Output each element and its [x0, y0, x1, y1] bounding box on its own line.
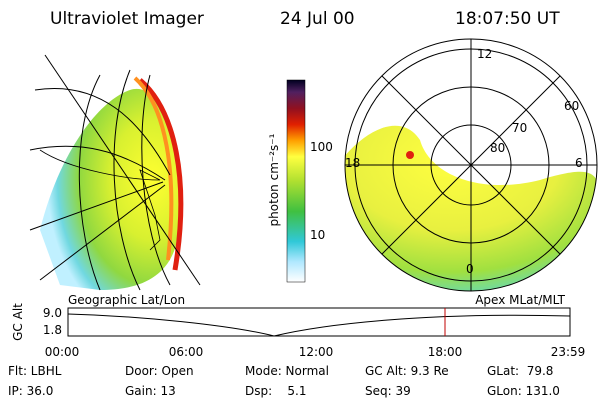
- aurora-oval: [138, 78, 184, 271]
- info-field: IP: 36.0: [8, 384, 53, 398]
- time: 18:07:50 UT: [455, 9, 560, 29]
- coastline: [39, 149, 161, 251]
- mlat-label: 80: [490, 141, 505, 155]
- info-field: GC Alt: 9.3 Re: [365, 364, 449, 378]
- map-caption: Apex MLat/MLT: [475, 293, 565, 307]
- colorbar-label: photon cm⁻²s⁻¹: [267, 133, 281, 226]
- polar-plot: 12 18 6 0 60 70 80: [344, 38, 598, 292]
- altitude-axis-label: GC Alt: [11, 303, 25, 341]
- aurora-oval: [133, 76, 174, 261]
- time-label: 00:00: [45, 345, 80, 359]
- info-field: Seq: 39: [365, 384, 411, 398]
- instrument-title: Ultraviolet Imager: [50, 9, 204, 29]
- date: 24 Jul 00: [280, 9, 355, 29]
- info-field: Mode: Normal: [245, 364, 329, 378]
- mlt-label: 0: [466, 262, 474, 276]
- info-field: Door: Open: [125, 364, 194, 378]
- mlt-label: 18: [345, 156, 360, 170]
- altitude-curve: [67, 313, 571, 337]
- info-field: Gain: 13: [125, 384, 176, 398]
- mlt-label: 12: [477, 47, 492, 61]
- mlt-label: 6: [575, 156, 583, 170]
- geographic-map: [29, 54, 201, 291]
- info-panel: Flt: LBHL Door: Open Mode: Normal GC Alt: 9…: [8, 364, 560, 398]
- bright-spot: [406, 151, 414, 159]
- colorbar: [286, 79, 306, 283]
- altitude-frame: [67, 307, 571, 337]
- info-field: GLat: 79.8: [487, 364, 553, 378]
- meridian: [78, 74, 101, 291]
- altitude-tick: 9.0: [43, 306, 62, 320]
- info-field: GLon: 131.0: [487, 384, 560, 398]
- aurora-image: [345, 125, 597, 291]
- info-field: Dsp: 5.1: [245, 384, 307, 398]
- time-label: 12:00: [299, 345, 334, 359]
- time-label: 18:00: [428, 345, 463, 359]
- colorbar-tick: 100: [310, 140, 333, 154]
- colorbar-tick: 10: [310, 228, 325, 242]
- info-field: Flt: LBHL: [8, 364, 62, 378]
- mlat-label: 70: [512, 121, 527, 135]
- meridian: [44, 54, 201, 286]
- meridian: [39, 184, 166, 281]
- altitude-tick: 1.8: [43, 323, 62, 337]
- aurora-image: [40, 88, 181, 291]
- parallel: [34, 88, 171, 176]
- map-caption: Geographic Lat/Lon: [68, 293, 185, 307]
- time-label: 06:00: [169, 345, 204, 359]
- meridian: [29, 181, 164, 231]
- time-label: 23:59: [551, 345, 586, 359]
- parallel: [29, 145, 166, 181]
- mlt-line: [381, 75, 561, 255]
- mlat-label: 60: [564, 99, 579, 113]
- time-axis: 00:00 06:00 12:00 18:00 23:59: [45, 345, 586, 359]
- grid: [29, 54, 201, 291]
- meridian: [113, 69, 141, 291]
